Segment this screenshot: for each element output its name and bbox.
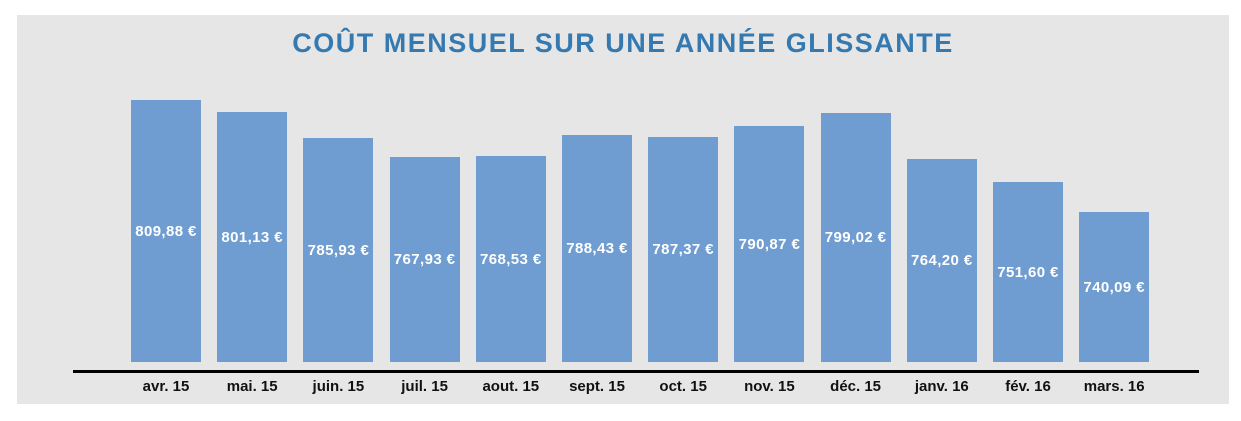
bar-value-label: 767,93 €	[393, 251, 456, 268]
bar: 785,93 €	[303, 138, 374, 362]
x-axis-tick-label: mars. 16	[1083, 378, 1145, 395]
bar-value-label: 751,60 €	[997, 263, 1059, 281]
bar-value-label: 787,37 €	[652, 241, 714, 258]
x-axis-tick-label: nov. 15	[744, 378, 795, 395]
bar: 801,13 €	[217, 112, 288, 362]
x-axis-tick-label: juil. 15	[401, 378, 448, 395]
x-axis-tick-label: fév. 16	[1005, 378, 1051, 395]
bar: 799,02 €	[820, 113, 891, 362]
bar: 751,60 €	[993, 182, 1063, 362]
bar: 767,93 €	[389, 157, 460, 362]
bar: 768,53 €	[475, 156, 546, 362]
x-axis-tick-label: juin. 15	[312, 378, 365, 395]
bar-value-label: 799,02 €	[824, 229, 887, 246]
bar: 790,87 €	[734, 126, 805, 362]
x-axis-tick-label: aout. 15	[482, 378, 540, 395]
bar-value-label: 785,93 €	[307, 241, 370, 259]
bar: 740,09 €	[1079, 212, 1150, 362]
bar: 787,37 €	[648, 137, 719, 362]
bar-value-label: 790,87 €	[738, 235, 801, 253]
x-axis-tick-label: mai. 15	[226, 378, 278, 395]
x-axis-tick-label: oct. 15	[659, 378, 707, 395]
bar-value-label: 764,20 €	[911, 252, 973, 269]
x-axis-tick-label: avr. 15	[142, 378, 190, 395]
bars-plot-area: 809,88 € avr. 15 801,13 € mai. 15 785,93 € ju…	[17, 15, 1229, 404]
x-axis-tick-label: déc. 15	[830, 378, 882, 395]
x-axis-tick-label: sept. 15	[569, 378, 625, 395]
chart-title: COÛT MENSUEL SUR UNE ANNÉE GLISSANTE	[292, 28, 954, 58]
bar: 809,88 €	[131, 100, 201, 362]
bar-value-label: 740,09 €	[1083, 278, 1145, 296]
x-axis-line	[73, 370, 1199, 373]
bar-value-label: 788,43 €	[566, 240, 628, 257]
bar-value-label: 768,53 €	[480, 250, 542, 268]
bar-value-label: 801,13 €	[221, 228, 283, 246]
chart-panel: COÛT MENSUEL SUR UNE ANNÉE GLISSANTE 809…	[17, 15, 1229, 404]
bar: 764,20 €	[906, 159, 977, 362]
bar-value-label: 809,88 €	[135, 222, 197, 240]
x-axis-tick-label: janv. 16	[914, 378, 969, 395]
bar: 788,43 €	[562, 135, 632, 362]
